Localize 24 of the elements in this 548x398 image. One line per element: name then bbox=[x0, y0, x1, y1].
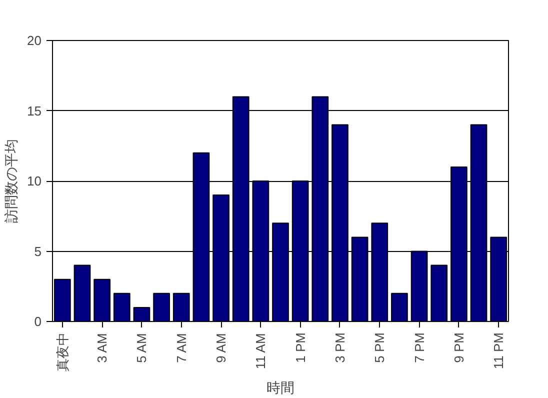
y-tick-label: 20 bbox=[27, 33, 42, 48]
bar bbox=[74, 264, 91, 322]
x-tick-label: 真夜中 bbox=[54, 332, 70, 372]
x-axis-title: 時間 bbox=[266, 380, 294, 396]
x-tick-label: 11 PM bbox=[491, 332, 506, 370]
x-tick-label: 3 AM bbox=[94, 333, 110, 363]
bar bbox=[113, 292, 130, 322]
y-axis-title: 訪問数の平均 bbox=[3, 139, 20, 223]
x-tick-label: 5 PM bbox=[372, 332, 388, 363]
y-tick-label: 10 bbox=[27, 174, 42, 188]
x-tick-label: 7 AM bbox=[174, 333, 189, 363]
x-tick-label: 1 PM bbox=[292, 332, 308, 363]
x-tick-label: 5 AM bbox=[134, 333, 150, 363]
bar bbox=[153, 292, 170, 322]
x-tick-label: 7 PM bbox=[412, 332, 427, 363]
x-tick-label: 11 AM bbox=[253, 333, 268, 370]
y-tick-label: 5 bbox=[34, 244, 42, 259]
x-tick-label: 9 AM bbox=[214, 333, 229, 363]
x-tick-label: 3 PM bbox=[332, 332, 348, 363]
x-tick-label: 9 PM bbox=[451, 332, 466, 363]
y-tick-label: 0 bbox=[34, 314, 42, 329]
bar bbox=[430, 264, 448, 322]
bar bbox=[391, 292, 408, 322]
y-tick-label: 15 bbox=[27, 103, 42, 118]
